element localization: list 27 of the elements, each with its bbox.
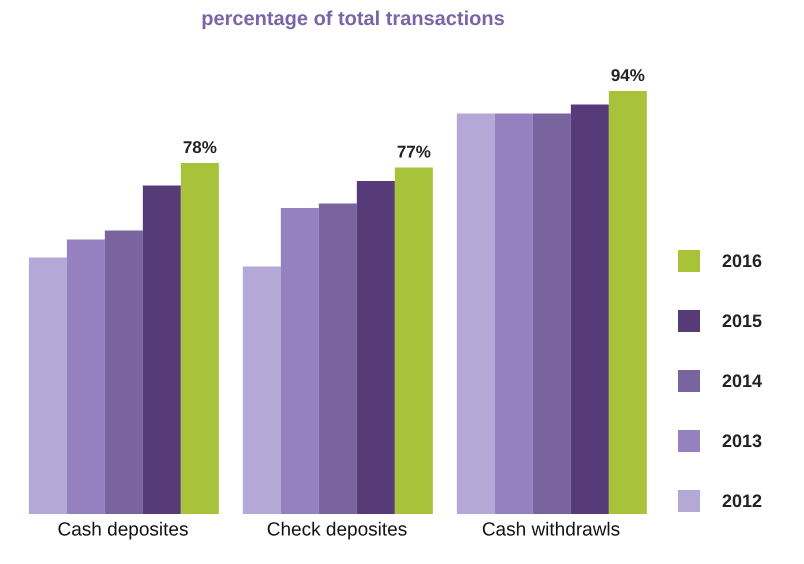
- x-tick-label: Check deposites: [266, 519, 408, 540]
- bar: [104, 230, 143, 514]
- x-tick-label: Cash withdrawls: [482, 519, 620, 540]
- legend-label: 2015: [722, 310, 762, 332]
- data-label: 94%: [610, 66, 645, 85]
- bar: [356, 181, 395, 514]
- bar: [494, 114, 533, 514]
- legend-label: 2014: [722, 370, 762, 392]
- bar: [532, 114, 571, 514]
- x-tick-label: Cash deposites: [58, 519, 188, 540]
- chart-title: percentage of total transactions: [200, 8, 506, 32]
- bar: [280, 208, 319, 514]
- bar: [180, 163, 219, 514]
- legend-label: 2016: [722, 250, 762, 272]
- bar: [142, 186, 181, 514]
- bar: [242, 266, 281, 514]
- bar: [608, 91, 647, 514]
- legend-label: 2013: [722, 430, 762, 452]
- bar: [28, 258, 67, 514]
- bar: [456, 114, 495, 514]
- data-label: 77%: [396, 142, 431, 162]
- data-label: 78%: [182, 138, 217, 157]
- bar: [570, 104, 609, 514]
- bar: [66, 240, 105, 514]
- legend-label: 2012: [722, 490, 762, 512]
- bar: [394, 168, 433, 514]
- bar: [318, 204, 357, 514]
